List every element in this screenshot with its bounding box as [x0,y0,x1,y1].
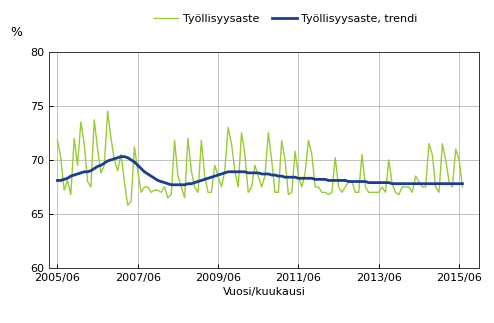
Työllisyysaste, trendi [168,183,174,187]
Työllisyysaste, trendi [152,176,158,180]
Työllisyysaste [282,158,288,162]
Työllisyysaste [436,190,442,194]
Työllisyysaste, trendi [282,175,288,179]
Työllisyysaste, trendi [453,182,459,186]
Line: Työllisyysaste, trendi: Työllisyysaste, trendi [57,157,462,185]
Työllisyysaste [453,147,459,151]
Työllisyysaste [459,185,465,189]
Työllisyysaste [54,139,60,142]
Text: %: % [10,26,22,39]
Työllisyysaste, trendi [436,182,442,186]
Työllisyysaste [125,203,131,207]
Legend: Työllisyysaste, Työllisyysaste, trendi: Työllisyysaste, Työllisyysaste, trendi [149,10,422,28]
Työllisyysaste, trendi [459,182,465,186]
Työllisyysaste, trendi [54,179,60,182]
Työllisyysaste, trendi [118,155,124,159]
Työllisyysaste, trendi [319,177,325,181]
Työllisyysaste, trendi [192,181,198,184]
Työllisyysaste [319,190,325,194]
Line: Työllisyysaste: Työllisyysaste [57,111,462,205]
Työllisyysaste [155,188,161,192]
Työllisyysaste [105,109,111,113]
Työllisyysaste [192,185,198,189]
X-axis label: Vuosi/kuukausi: Vuosi/kuukausi [223,287,306,297]
